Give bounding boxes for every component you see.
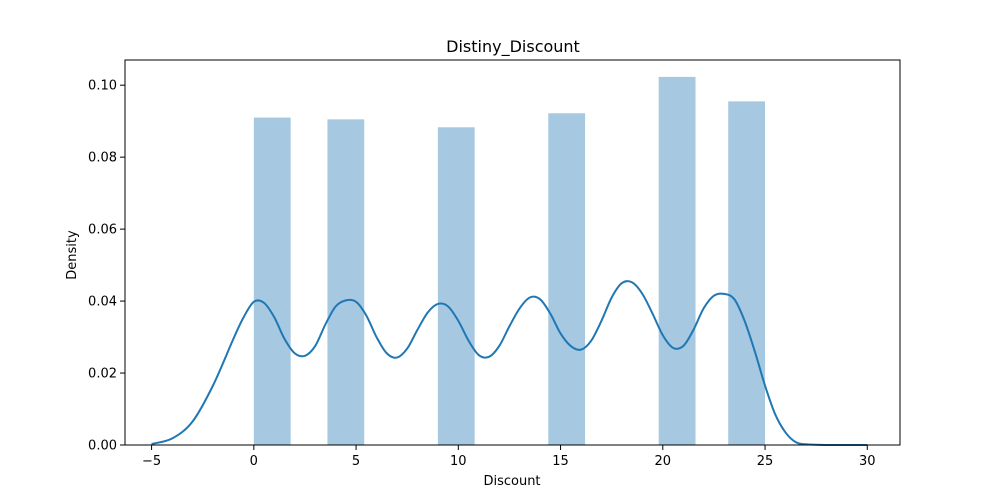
plot-frame xyxy=(124,59,901,446)
x-tick-label: 25 xyxy=(757,454,774,469)
y-tick-label: 0.08 xyxy=(88,151,117,166)
x-tick-label: 0 xyxy=(250,454,258,469)
histogram-bar-3 xyxy=(437,127,475,446)
y-tick-label: 0.06 xyxy=(88,223,117,238)
histogram-bar-5 xyxy=(658,76,696,445)
histogram-bar-4 xyxy=(548,113,586,446)
histogram-bar-2 xyxy=(327,119,365,446)
chart-title: Distiny_Discount xyxy=(446,37,580,57)
x-tick-label: 30 xyxy=(859,454,876,469)
x-tick-label: 5 xyxy=(352,454,360,469)
x-tick-label: 15 xyxy=(552,454,569,469)
y-axis-label: Density xyxy=(65,230,80,280)
histogram-bars xyxy=(253,76,766,446)
y-axis-ticks: 0.00 0.02 0.04 0.06 0.08 0.10 xyxy=(88,79,125,454)
x-tick-label: 10 xyxy=(450,454,467,469)
y-tick-label: 0.10 xyxy=(88,79,117,94)
y-tick-label: 0.00 xyxy=(88,439,117,454)
x-tick-label: 20 xyxy=(655,454,672,469)
y-tick-label: 0.02 xyxy=(88,367,117,382)
kde-curve-group xyxy=(151,280,868,447)
y-tick-label: 0.04 xyxy=(88,295,117,310)
x-tick-label: −5 xyxy=(142,454,161,469)
x-axis-label: Discount xyxy=(483,474,540,489)
histogram-bar-6 xyxy=(728,101,766,445)
histogram-bar-1 xyxy=(253,117,291,445)
x-axis-ticks: −5 0 5 10 15 20 25 30 xyxy=(142,445,876,469)
kde-line xyxy=(151,280,868,447)
